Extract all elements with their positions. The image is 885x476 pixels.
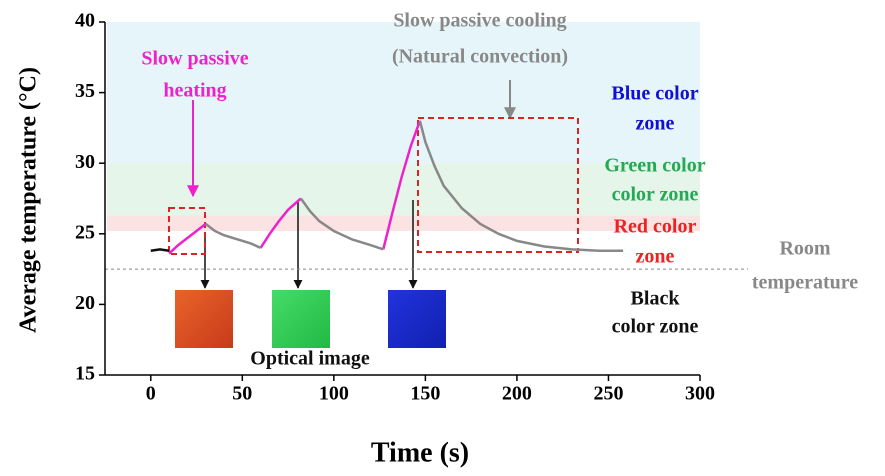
highlight-box: [417, 117, 579, 253]
zone-label: zone: [636, 113, 675, 135]
annotation: heating: [163, 80, 226, 102]
y-tick-label: 30: [75, 151, 95, 173]
x-axis-title: Time (s): [371, 437, 469, 468]
annotation: (Natural convection): [392, 46, 568, 68]
highlight-box: [168, 207, 206, 255]
color-zone: [107, 215, 700, 231]
annotation: color zone: [612, 316, 699, 338]
annotation: Slow passive cooling: [393, 10, 566, 32]
y-axis-title: Average temperature (°C): [16, 67, 42, 333]
annotation: Slow passive: [141, 48, 248, 70]
optical-image: [388, 290, 446, 348]
x-tick-label: 100: [319, 383, 349, 405]
y-tick-label: 40: [75, 10, 95, 32]
room-temperature-label: temperature: [752, 272, 858, 294]
annotation: Optical image: [250, 348, 370, 370]
x-tick-label: 150: [410, 383, 440, 405]
zones: [107, 22, 700, 231]
zone-label: zone: [636, 246, 675, 268]
x-tick-label: 300: [685, 383, 715, 405]
data-line: [150, 248, 170, 252]
y-tick-label: 35: [75, 80, 95, 102]
annotation: Black: [631, 288, 681, 310]
optical-image: [175, 290, 233, 348]
data-line: [204, 120, 624, 252]
optical-image: [272, 290, 330, 348]
color-zone: [107, 22, 700, 164]
x-tick-label: 250: [593, 383, 623, 405]
data-line: [168, 120, 422, 255]
y-tick-label: 15: [75, 363, 95, 385]
y-tick-label: 25: [75, 221, 95, 243]
x-tick-label: 50: [232, 383, 252, 405]
x-tick-label: 0: [146, 383, 156, 405]
zone-label: Red color: [614, 216, 697, 238]
zone-label: Blue color: [611, 83, 698, 105]
y-tick-label: 20: [75, 292, 95, 314]
zone-label: color zone: [612, 184, 699, 206]
zone-label: Green color: [604, 155, 705, 177]
room-temperature-label: Room: [779, 238, 830, 260]
x-tick-label: 200: [502, 383, 532, 405]
